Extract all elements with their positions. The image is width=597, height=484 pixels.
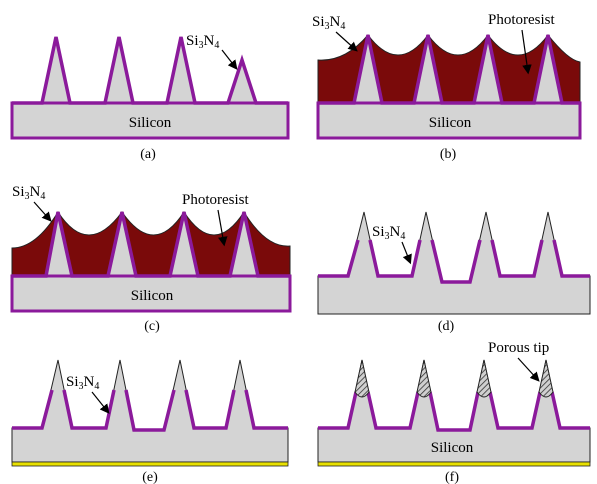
nitride-layer — [12, 389, 54, 430]
substrate-label: Silicon — [129, 115, 172, 131]
panel-c: Silicon Si3N4 Photoresist (c) — [10, 184, 292, 334]
si3n4-label: Si3N4 — [186, 33, 219, 51]
nitride-layer — [488, 391, 542, 430]
caption: (f) — [445, 470, 459, 484]
porous-tip — [476, 359, 492, 398]
panel-b: Silicon Si3N4 Photoresist (b) — [312, 12, 582, 162]
substrate-label: Silicon — [431, 440, 474, 456]
panel-f: Silicon Porous tip (f) — [317, 340, 591, 484]
si3n4-label: Si3N4 — [12, 184, 45, 202]
silicon-substrate — [317, 211, 591, 315]
nitride-layer — [368, 239, 422, 278]
arrow — [517, 357, 540, 382]
arrow — [33, 201, 52, 222]
caption: (d) — [438, 319, 455, 334]
substrate-label: Silicon — [131, 288, 174, 304]
silicon-substrate — [11, 359, 289, 463]
arrow — [217, 209, 228, 247]
arrow — [401, 241, 412, 265]
nitride-layer — [366, 391, 420, 430]
nitride-layer — [184, 389, 236, 430]
arrow — [221, 49, 238, 70]
caption: (a) — [140, 147, 156, 162]
arrow — [91, 391, 110, 414]
porous-tip — [416, 359, 432, 398]
nitride-layer — [244, 389, 288, 430]
caption: (b) — [440, 147, 457, 162]
substrate-label: Silicon — [429, 115, 472, 131]
si3n4-label: Si3N4 — [312, 14, 345, 32]
photoresist-label: Photoresist — [182, 192, 250, 208]
backside-layer — [317, 461, 591, 467]
photoresist-label: Photoresist — [488, 12, 556, 28]
si3n4-label: Si3N4 — [372, 224, 405, 242]
caption: (c) — [144, 319, 160, 334]
porous-tip — [538, 359, 554, 398]
arrow — [335, 31, 358, 52]
nitride-layer — [552, 239, 590, 278]
nitride-layer — [550, 391, 590, 430]
nitride-layer — [430, 239, 482, 284]
panel-a: Silicon Si3N4 (a) — [10, 33, 290, 162]
nitride-layer — [318, 239, 360, 278]
nitride-layer — [318, 391, 358, 430]
nitride-layer — [428, 391, 480, 432]
arrow — [521, 29, 532, 75]
backside-layer — [11, 461, 289, 467]
panel-d: Si3N4 (d) — [317, 211, 591, 334]
nitride-layer — [490, 239, 544, 278]
nitride-layer — [62, 389, 116, 430]
panel-e: Si3N4 (e) — [11, 359, 289, 484]
porous-tip-label: Porous tip — [488, 340, 549, 356]
caption: (e) — [142, 470, 158, 484]
nitride-layer — [124, 389, 176, 432]
porous-tip — [354, 359, 370, 398]
si3n4-label: Si3N4 — [66, 374, 99, 392]
